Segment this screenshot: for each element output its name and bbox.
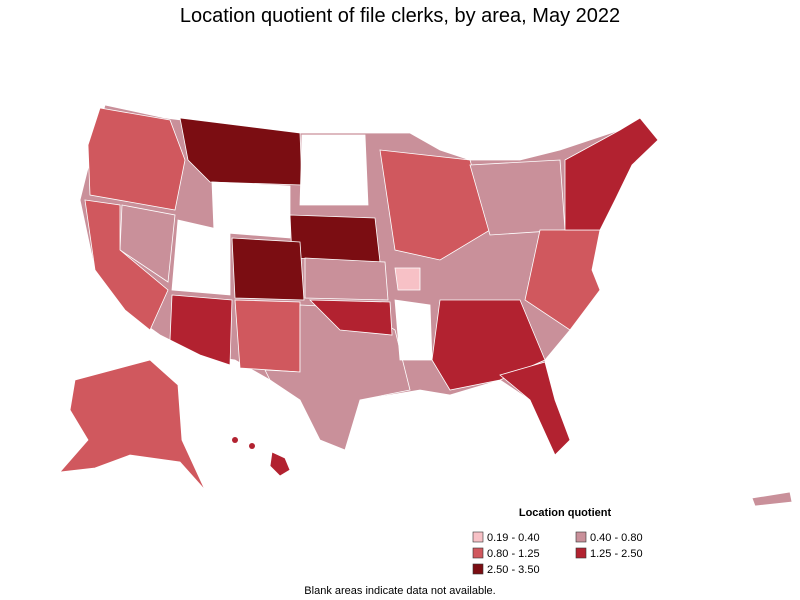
- region-pacific-nw: [87, 107, 186, 211]
- hawaii-island: [232, 437, 238, 443]
- legend-label: 0.40 - 0.80: [590, 532, 643, 544]
- region-northeast: [564, 117, 659, 231]
- legend-swatch: [575, 547, 587, 559]
- region-florida: [499, 361, 571, 456]
- legend-swatch: [472, 547, 484, 559]
- puerto-rico: [751, 491, 793, 507]
- legend-title: Location quotient: [519, 507, 612, 519]
- region-kansas: [304, 257, 389, 301]
- region-montana: [179, 117, 303, 186]
- region-blank-utah: [171, 219, 231, 296]
- footnote: Blank areas indicate data not available.: [304, 585, 495, 597]
- region-blank-wyoming: [211, 181, 291, 239]
- alaska: [59, 359, 206, 491]
- region-blank-dakotas: [299, 134, 369, 206]
- legend-swatch: [575, 531, 587, 543]
- region-midwest: [379, 149, 491, 261]
- region-oklahoma: [309, 299, 393, 336]
- legend-label: 1.25 - 2.50: [590, 548, 643, 560]
- region-southeast: [431, 299, 546, 391]
- legend-swatch: [472, 531, 484, 543]
- hawaii: [269, 451, 291, 477]
- hawaii-island: [249, 443, 255, 449]
- region-arizona: [169, 294, 233, 366]
- region-california: [84, 199, 169, 331]
- legend-swatch: [472, 563, 484, 575]
- map: [59, 104, 793, 507]
- region-nebraska: [289, 214, 381, 263]
- map-title: Location quotient of file clerks, by are…: [180, 5, 620, 27]
- region-colorado: [231, 237, 305, 301]
- region-blank-central: [394, 299, 433, 361]
- region-kentucky: [394, 267, 421, 291]
- legend-label: 0.19 - 0.40: [487, 532, 540, 544]
- region-nevada: [119, 204, 176, 283]
- legend-label: 2.50 - 3.50: [487, 564, 540, 576]
- legend-label: 0.80 - 1.25: [487, 548, 540, 560]
- region-new-mexico: [234, 299, 301, 373]
- legend: Location quotient 0.19 - 0.40 0.40 - 0.80…: [472, 507, 643, 576]
